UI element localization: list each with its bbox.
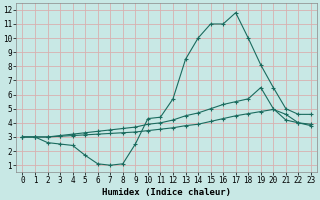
X-axis label: Humidex (Indice chaleur): Humidex (Indice chaleur)	[102, 188, 231, 197]
